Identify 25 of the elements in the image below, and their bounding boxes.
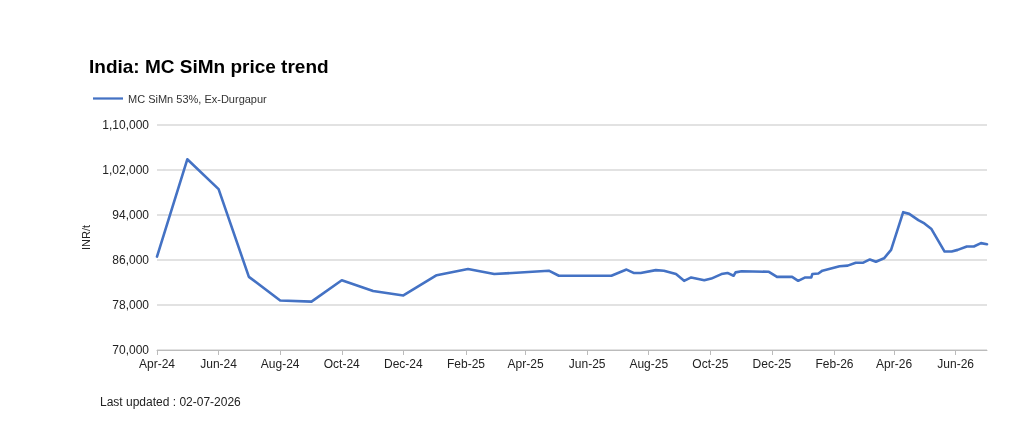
x-tick-label: Jun-25 [568,357,606,371]
x-tick-label: Apr-24 [138,357,176,371]
x-tick-label: Apr-25 [507,357,544,371]
x-tick-label: Aug-25 [629,357,669,371]
legend-label: MC SiMn 53%, Ex-Durgapur [128,92,268,105]
line-series [155,158,989,303]
x-tick-label: Feb-25 [446,357,486,371]
x-tick-label: Aug-24 [260,357,300,371]
y-tick-label: 1,02,000 [102,163,150,177]
chart-title: India: MC SiMn price trend [89,56,329,77]
x-tick-label: Feb-26 [815,357,854,371]
x-tick-label: Jun-24 [200,357,238,371]
text: Last updated : 02-07-2026 [100,395,242,409]
x-tick-label: Oct-25 [692,357,729,371]
y-tick-label: 86,000 [112,253,150,267]
y-tick-label: 94,000 [112,208,150,222]
y-tick-label: 78,000 [112,298,150,312]
x-tick-label: Dec-24 [384,357,424,371]
x-tick-label: Dec-25 [752,357,792,371]
x-tick-label: Oct-24 [323,357,361,371]
x-tick-label: Jun-26 [937,357,975,371]
x-tick-label: Apr-26 [876,357,913,371]
y-tick-label: 70,000 [112,343,150,357]
y-axis-title: INR/t [79,224,92,251]
y-tick-label: 1,10,000 [102,118,150,132]
